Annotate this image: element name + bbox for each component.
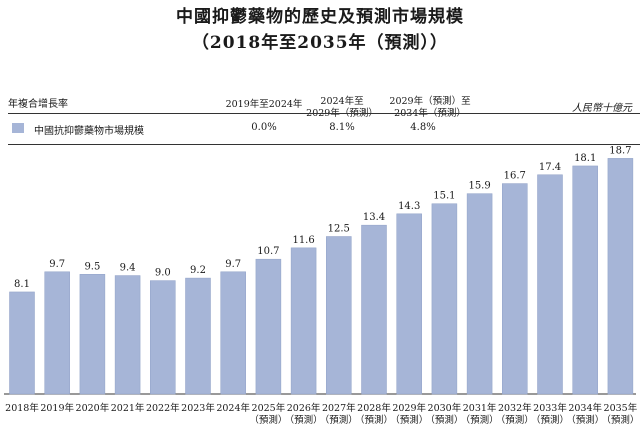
forecast-label-2029年: （預測） xyxy=(390,414,428,426)
tick-label-2020年: 2020年 xyxy=(76,402,110,414)
tick-label-2025年: 2025年 xyxy=(252,402,286,414)
forecast-label-2035年: （預測） xyxy=(601,414,639,426)
tick-label-2031年: 2031年 xyxy=(463,402,497,414)
data-label-2027年: 12.5 xyxy=(328,224,350,235)
bar-2031年 xyxy=(466,193,493,395)
bar-2026年 xyxy=(290,247,317,395)
data-label-2031年: 15.9 xyxy=(468,181,490,192)
tick-label-2019年: 2019年 xyxy=(40,402,74,414)
forecast-label-2026年: （預測） xyxy=(285,414,323,426)
bar-2028年 xyxy=(361,224,387,395)
tick-label-2026年: 2026年 xyxy=(287,402,321,414)
cagr-period-1: 2019年至2024年 xyxy=(224,99,304,111)
cagr-period-1-text: 2019年至2024年 xyxy=(225,99,303,110)
forecast-label-2028年: （預測） xyxy=(355,414,393,426)
forecast-label-2034年: （預測） xyxy=(566,414,604,426)
data-label-2028年: 13.4 xyxy=(363,212,385,223)
tick-label-2018年: 2018年 xyxy=(5,402,39,414)
forecast-label-2030年: （預測） xyxy=(425,414,463,426)
bar-2027年 xyxy=(326,236,352,395)
bar-2019年 xyxy=(44,271,70,395)
forecast-label-2025年: （預測） xyxy=(249,414,287,426)
chart-title: 中國抑鬱藥物的歷史及預測市場規模 xyxy=(176,7,464,27)
tick-label-2034年: 2034年 xyxy=(568,402,602,414)
header-rule-top xyxy=(8,113,640,114)
data-label-2019年: 9.7 xyxy=(49,259,65,270)
bar-2020年 xyxy=(79,274,106,395)
data-label-2024年: 9.7 xyxy=(225,259,241,270)
bar-2030年 xyxy=(431,203,458,395)
data-label-2021年: 9.4 xyxy=(120,263,136,274)
forecast-label-2032年: （預測） xyxy=(496,414,534,426)
bar-2018年 xyxy=(9,291,35,395)
data-label-2026年: 11.6 xyxy=(292,235,314,246)
tick-label-2033年: 2033年 xyxy=(533,402,567,414)
tick-label-2032年: 2032年 xyxy=(498,402,532,414)
bar-2029年 xyxy=(396,213,422,395)
data-label-2018年: 8.1 xyxy=(14,279,30,290)
legend-swatch xyxy=(12,123,24,133)
bar-2033年 xyxy=(537,174,563,395)
tick-label-2030年: 2030年 xyxy=(428,402,462,414)
tick-label-2035年: 2035年 xyxy=(604,402,638,414)
unit-label: 人民幣十億元 xyxy=(572,103,632,114)
bar-2034年 xyxy=(572,165,598,395)
bar-2032年 xyxy=(502,183,528,395)
data-label-2020年: 9.5 xyxy=(84,261,100,272)
bar-2021年 xyxy=(114,275,141,395)
cagr-value-2: 8.1% xyxy=(329,122,355,133)
cagr-value-3: 4.8% xyxy=(410,122,436,133)
header-rule-bottom xyxy=(8,144,640,145)
bar-2024年 xyxy=(220,271,246,395)
data-label-2034年: 18.1 xyxy=(574,153,596,164)
data-label-2023年: 9.2 xyxy=(190,265,206,276)
forecast-label-2031年: （預測） xyxy=(461,414,499,426)
tick-label-2027年: 2027年 xyxy=(322,402,356,414)
data-label-2035年: 18.7 xyxy=(609,145,631,156)
bar-2025年 xyxy=(255,258,282,395)
bar-2023年 xyxy=(185,277,211,395)
data-label-2032年: 16.7 xyxy=(504,171,526,182)
legend-label: 中國抗抑鬱藥物市場規模 xyxy=(34,126,144,137)
forecast-label-2027年: （預測） xyxy=(320,414,358,426)
tick-label-2021年: 2021年 xyxy=(111,402,145,414)
cagr-value-1: 0.0% xyxy=(251,122,277,133)
data-label-2029年: 14.3 xyxy=(398,201,420,212)
tick-label-2029年: 2029年 xyxy=(392,402,426,414)
bar-2022年 xyxy=(150,280,176,395)
data-label-2025年: 10.7 xyxy=(257,246,279,257)
data-label-2022年: 9.0 xyxy=(155,268,171,279)
forecast-label-2033年: （預測） xyxy=(531,414,569,426)
tick-label-2022年: 2022年 xyxy=(146,402,180,414)
chart-subtitle: （2018年至2035年（預測）） xyxy=(191,33,449,53)
bar-2035年 xyxy=(607,158,634,395)
data-label-2033年: 17.4 xyxy=(539,162,561,173)
tick-label-2028年: 2028年 xyxy=(357,402,391,414)
tick-label-2024年: 2024年 xyxy=(216,402,250,414)
data-label-2030年: 15.1 xyxy=(433,191,455,202)
tick-label-2023年: 2023年 xyxy=(181,402,215,414)
cagr-row-label: 年複合增長率 xyxy=(8,99,68,110)
